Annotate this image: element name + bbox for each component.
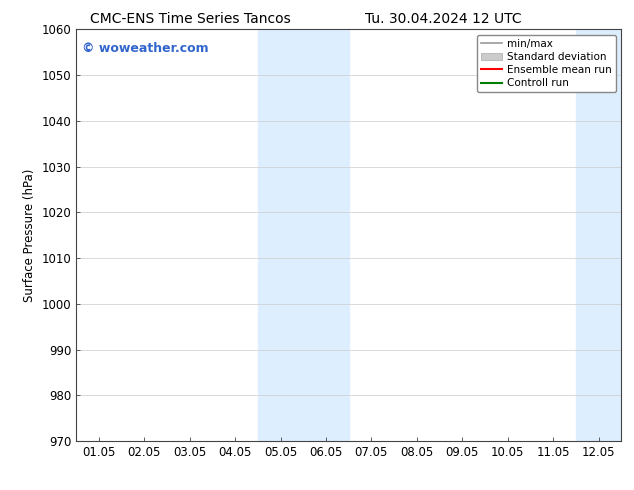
Y-axis label: Surface Pressure (hPa): Surface Pressure (hPa) <box>23 169 36 302</box>
Text: © woweather.com: © woweather.com <box>82 42 208 55</box>
Legend: min/max, Standard deviation, Ensemble mean run, Controll run: min/max, Standard deviation, Ensemble me… <box>477 35 616 92</box>
Bar <box>258 29 349 441</box>
Bar <box>576 29 621 441</box>
Text: Tu. 30.04.2024 12 UTC: Tu. 30.04.2024 12 UTC <box>365 12 522 26</box>
Text: CMC-ENS Time Series Tancos: CMC-ENS Time Series Tancos <box>90 12 290 26</box>
